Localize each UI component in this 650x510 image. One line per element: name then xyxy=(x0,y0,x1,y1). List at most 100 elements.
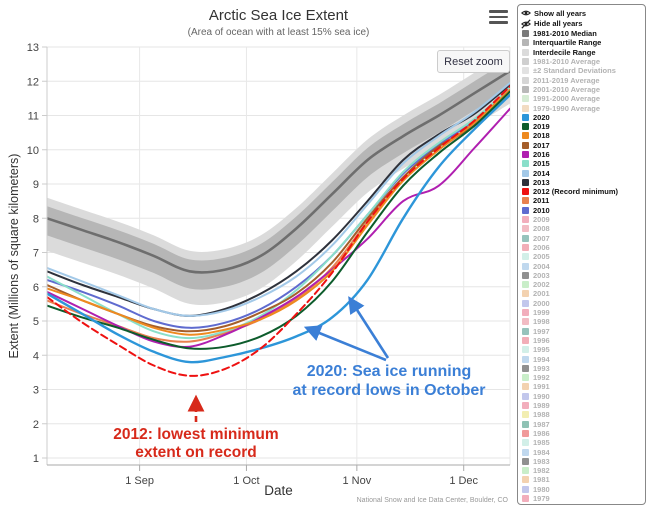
series-line-2012-record-minimum-[interactable] xyxy=(47,85,510,377)
series-line-2018[interactable] xyxy=(47,88,510,336)
legend-item-1991[interactable]: 1991 xyxy=(518,382,645,391)
legend-item-2014[interactable]: 2014 xyxy=(518,168,645,178)
legend-item-2013[interactable]: 2013 xyxy=(518,178,645,187)
legend-item-1981-2010-average[interactable]: 1981-2010 Average xyxy=(518,57,645,66)
series-line-1981-2010-median[interactable] xyxy=(47,69,510,274)
legend-item-2002[interactable]: 2002 xyxy=(518,280,645,289)
legend-hide-all-years[interactable]: Hide all years xyxy=(518,19,645,30)
reset-zoom-button[interactable]: Reset zoom xyxy=(437,50,510,73)
legend-item-2011[interactable]: 2011 xyxy=(518,196,645,205)
legend-item-1988[interactable]: 1988 xyxy=(518,410,645,419)
legend-swatch xyxy=(522,327,529,335)
legend-label: 1984 xyxy=(533,447,550,457)
legend-label: 1980 xyxy=(533,484,550,494)
legend-item-1983[interactable]: 1983 xyxy=(518,457,645,466)
legend-item-2001-2010-average[interactable]: 2001-2010 Average xyxy=(518,85,645,94)
series-line-2016[interactable] xyxy=(47,107,510,348)
legend-item-1985[interactable]: 1985 xyxy=(518,438,645,447)
legend-item-2015[interactable]: 2015 xyxy=(518,159,645,168)
legend-item-2004[interactable]: 2004 xyxy=(518,261,645,271)
series-line-2020[interactable] xyxy=(47,93,510,364)
legend-item-2017[interactable]: 2017 xyxy=(518,141,645,150)
legend-show-all-years[interactable]: Show all years xyxy=(518,8,645,19)
legend-item-1979[interactable]: 1979 xyxy=(518,494,645,503)
y-tick-label: 11 xyxy=(28,111,39,123)
band-interdecile-range[interactable] xyxy=(47,50,510,306)
legend-label: 1981 xyxy=(533,475,550,485)
y-tick-label: 12 xyxy=(27,76,39,88)
chart-context-menu-icon[interactable] xyxy=(489,10,508,25)
legend-label: 1995 xyxy=(533,345,550,355)
legend-item-1996[interactable]: 1996 xyxy=(518,336,645,345)
legend-label: 1996 xyxy=(533,335,550,345)
legend-swatch xyxy=(522,76,529,84)
legend-swatch xyxy=(522,197,529,205)
legend-swatch xyxy=(522,169,529,177)
legend-item-1997[interactable]: 1997 xyxy=(518,327,645,336)
legend-item-2009[interactable]: 2009 xyxy=(518,215,645,224)
series-line-2019[interactable] xyxy=(47,90,510,350)
legend-label: Interdecile Range xyxy=(533,47,596,57)
legend-item-2007[interactable]: 2007 xyxy=(518,234,645,243)
legend-item-1994[interactable]: 1994 xyxy=(518,354,645,364)
legend-item-1995[interactable]: 1995 xyxy=(518,345,645,354)
legend-item-1992[interactable]: 1992 xyxy=(518,373,645,382)
legend-item-2019[interactable]: 2019 xyxy=(518,122,645,131)
band-interquartile-range[interactable] xyxy=(47,59,510,290)
legend-item-interquartile-range[interactable]: Interquartile Range xyxy=(518,38,645,47)
legend-item-2000[interactable]: 2000 xyxy=(518,299,645,308)
legend-item-2011-2019-average[interactable]: 2011-2019 Average xyxy=(518,75,645,85)
legend-item-2006[interactable]: 2006 xyxy=(518,243,645,252)
legend-item-1986[interactable]: 1986 xyxy=(518,429,645,438)
legend-item-1991-2000-average[interactable]: 1991-2000 Average xyxy=(518,94,645,103)
legend-label: 2008 xyxy=(533,224,550,234)
legend-swatch xyxy=(522,411,529,419)
legend-item-2016[interactable]: 2016 xyxy=(518,150,645,159)
legend-item-2012-record-minimum[interactable]: 2012 (Record minimum) xyxy=(518,187,645,196)
legend-label: 2017 xyxy=(533,140,550,150)
legend-item-2008[interactable]: 2008 xyxy=(518,224,645,233)
series-line-2010[interactable] xyxy=(47,88,510,329)
annotation-2020: 2020: Sea ice running at record lows in … xyxy=(264,362,514,400)
legend-item-2003[interactable]: 2003 xyxy=(518,271,645,280)
legend-item-2005[interactable]: 2005 xyxy=(518,252,645,261)
legend-item-1998[interactable]: 1998 xyxy=(518,317,645,326)
legend-swatch xyxy=(522,271,529,279)
legend-swatch xyxy=(522,243,529,251)
legend-item-1987[interactable]: 1987 xyxy=(518,419,645,429)
legend-item-1993[interactable]: 1993 xyxy=(518,364,645,373)
legend-swatch xyxy=(522,318,529,326)
legend-item-1999[interactable]: 1999 xyxy=(518,308,645,317)
legend-item-1981-2010-median[interactable]: 1981-2010 Median xyxy=(518,29,645,38)
eye-slash-icon xyxy=(521,19,531,29)
legend-item-1984[interactable]: 1984 xyxy=(518,447,645,457)
legend-swatch xyxy=(522,151,529,158)
legend-item-1981[interactable]: 1981 xyxy=(518,475,645,484)
y-tick-label: 8 xyxy=(33,213,39,225)
legend-label: 2007 xyxy=(533,233,550,243)
legend-label: 2011 xyxy=(533,196,550,206)
legend-item-1979-1990-average[interactable]: 1979-1990 Average xyxy=(518,103,645,113)
legend-item-2020[interactable]: 2020 xyxy=(518,113,645,122)
annotation-2012-line1: 2012: lowest minimum xyxy=(113,426,279,443)
legend-item-2010[interactable]: 2010 xyxy=(518,206,645,215)
legend-item-1982[interactable]: 1982 xyxy=(518,466,645,475)
annotation-2020-arrow-lower xyxy=(303,325,387,362)
legend-label: 2014 xyxy=(533,168,550,178)
legend-item-±2-standard-deviations[interactable]: ±2 Standard Deviations xyxy=(518,66,645,75)
legend-label: 1983 xyxy=(533,456,550,466)
legend-item-1989[interactable]: 1989 xyxy=(518,401,645,410)
legend-item-interdecile-range[interactable]: Interdecile Range xyxy=(518,48,645,57)
x-tick-label: 1 Dec xyxy=(449,475,478,487)
series-line-2014[interactable] xyxy=(47,82,510,317)
legend-swatch xyxy=(522,67,529,75)
legend-item-2018[interactable]: 2018 xyxy=(518,131,645,140)
legend-label: 2001 xyxy=(533,289,550,299)
legend-item-2001[interactable]: 2001 xyxy=(518,289,645,298)
legend-swatch xyxy=(522,476,529,484)
legend-item-1990[interactable]: 1990 xyxy=(518,392,645,401)
annotation-2020-arrow-upper xyxy=(348,296,390,359)
series-line-2013[interactable] xyxy=(47,83,510,317)
legend-item-1980[interactable]: 1980 xyxy=(518,485,645,494)
